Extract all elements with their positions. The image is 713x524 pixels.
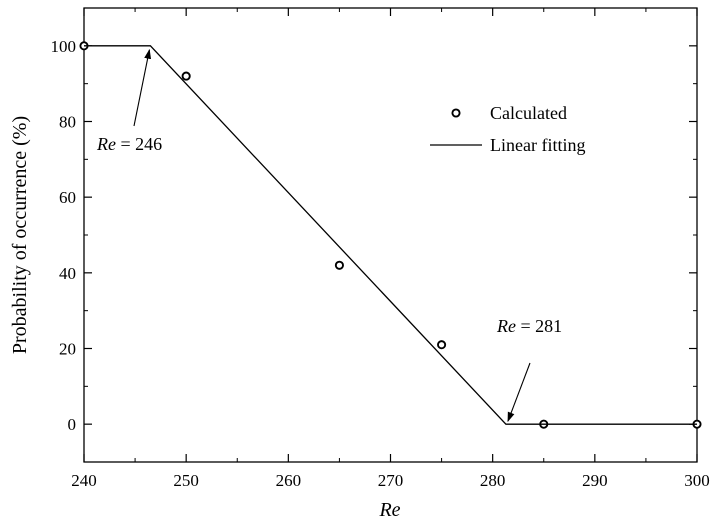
x-tick-label: 240: [71, 471, 97, 490]
legend: Calculated Linear fitting: [430, 103, 585, 155]
annotation-arrow: [133, 48, 152, 127]
annotation-value: = 246: [116, 134, 162, 154]
x-tick-label: 260: [276, 471, 302, 490]
annotation-value: = 281: [516, 316, 562, 336]
y-tick-label: 80: [59, 113, 76, 132]
y-axis-title: Probability of occurrence (%): [9, 116, 31, 354]
legend-entry-label: Linear fitting: [490, 135, 585, 155]
legend-entry-label: Calculated: [490, 103, 567, 123]
legend-marker-swatch: [451, 108, 461, 118]
data-point: [437, 340, 447, 350]
x-axis-title: Re: [378, 499, 400, 521]
x-tick-label: 270: [378, 471, 404, 490]
x-tick-label: 300: [684, 471, 710, 490]
x-tick-label: 290: [582, 471, 608, 490]
data-point: [334, 260, 344, 270]
series-layer: [79, 41, 702, 429]
plot-frame: [83, 7, 698, 463]
y-tick-label: 20: [59, 340, 76, 359]
y-tick-label: 40: [59, 264, 76, 283]
y-axis: 0 20 40 60 80 100: [51, 7, 697, 463]
y-tick-label: 0: [68, 415, 77, 434]
y-tick-label: 60: [59, 188, 76, 207]
annotation-label: Re = 281: [496, 316, 562, 336]
fit-line: [84, 45, 697, 425]
x-tick-label: 250: [173, 471, 199, 490]
annotation-arrow: [507, 362, 531, 423]
x-axis: 240 250 260 270 280 290 300: [71, 8, 710, 490]
annotation-symbol: Re: [496, 316, 516, 336]
annotation-label: Re = 246: [96, 134, 162, 154]
annotation-symbol: Re: [96, 134, 116, 154]
y-tick-label: 100: [51, 37, 77, 56]
x-tick-label: 280: [480, 471, 506, 490]
data-point: [181, 71, 191, 81]
